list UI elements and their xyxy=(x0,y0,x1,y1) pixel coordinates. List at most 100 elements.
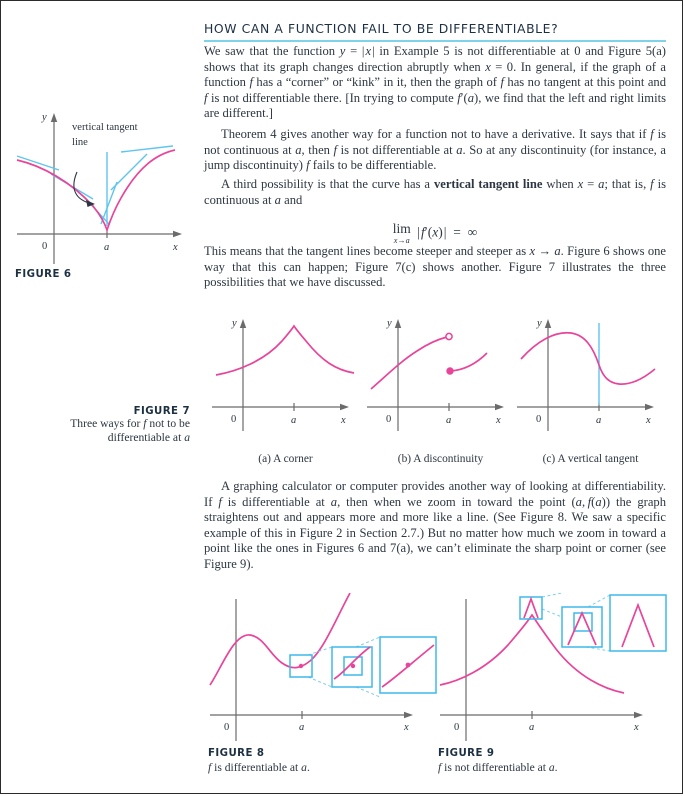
section-heading-rule xyxy=(204,40,666,42)
figure-7a-caption: (a) A corner xyxy=(258,453,313,465)
section-heading-title: HOW CAN A FUNCTION FAIL TO BE DIFFERENTI… xyxy=(204,21,559,36)
figure-9-graphic: x 0 a xyxy=(438,593,668,745)
figure-6-label-block: FIGURE 6 xyxy=(15,269,190,280)
figure-7-caption-line-2: differentiable at a xyxy=(107,430,190,444)
x-axis-arrowhead xyxy=(495,403,504,411)
equation-expression: | f′(x) | = ∞ xyxy=(417,224,478,240)
tick-label-a: a xyxy=(299,722,304,733)
zoom-box-2 xyxy=(561,606,603,648)
connector-1-bottom xyxy=(541,608,563,618)
x-axis-arrowhead xyxy=(173,230,182,238)
body-paragraph-3: A third possibility is that the curve ha… xyxy=(204,177,666,208)
zoom-point-3 xyxy=(405,662,411,668)
y-axis-arrowhead xyxy=(239,319,247,328)
limit-op-label: lim xyxy=(392,221,411,236)
curve-not-differentiable xyxy=(439,613,625,694)
x-axis-label: x xyxy=(340,415,346,426)
y-axis-arrowhead xyxy=(50,113,58,122)
figure-7b-caption: (b) A discontinuity xyxy=(397,453,484,465)
y-axis-arrowhead xyxy=(544,319,552,328)
annotation-line-1: vertical tangent xyxy=(72,122,138,133)
x-axis-label: x xyxy=(172,242,178,253)
zoom-box-2-inner xyxy=(343,656,363,676)
y-axis-label: y xyxy=(386,318,392,329)
open-circle-endpoint xyxy=(445,332,453,341)
x-axis-arrowhead xyxy=(634,711,643,719)
zoom-box-2 xyxy=(331,646,373,688)
figure-7-panel-b: y x 0 a (b) A discontinuity xyxy=(363,313,518,465)
y-axis-label: y xyxy=(41,112,47,123)
origin-label: 0 xyxy=(224,722,229,733)
tangent-line-right-1 xyxy=(100,181,118,225)
curve-corner xyxy=(215,324,355,376)
x-axis-label: x xyxy=(403,722,409,733)
zoom-peak-3 xyxy=(621,602,655,648)
paragraph-text: This means that the tangent lines become… xyxy=(204,244,667,290)
zoom-box-1 xyxy=(289,654,313,678)
origin-label: 0 xyxy=(454,722,459,733)
displayed-equation: lim x→a | f′(x) | = ∞ xyxy=(204,211,666,256)
annotation-arrow-curve xyxy=(73,171,90,204)
y-axis-arrowhead xyxy=(394,319,402,328)
figure-6-label: FIGURE 6 xyxy=(15,269,72,280)
zoom-box-3 xyxy=(379,636,437,694)
figure-8-caption-block: FIGURE 8 f is differentiable at a. xyxy=(208,748,310,775)
connector-1-top xyxy=(541,593,563,598)
paragraph-text: A graphing calculator or computer provid… xyxy=(204,479,666,571)
tangent-line-right-3 xyxy=(120,145,174,153)
origin-label: 0 xyxy=(231,414,236,425)
zoom-curve-2 xyxy=(333,646,371,680)
tick-label-a: a xyxy=(596,415,601,426)
x-axis-label: x xyxy=(633,722,639,733)
zoom-curve-3 xyxy=(381,644,435,688)
zoom-peak-1 xyxy=(523,596,539,619)
zoom-box-3 xyxy=(609,594,667,652)
y-axis-label: y xyxy=(536,318,542,329)
body-paragraph-2: Theorem 4 gives another way for a functi… xyxy=(204,127,666,174)
connector-1-bottom xyxy=(307,676,333,688)
x-axis-label: x xyxy=(495,415,501,426)
paragraph-text: We saw that the function y = | x | in Ex… xyxy=(204,44,666,121)
x-axis-arrowhead xyxy=(645,403,654,411)
figure-7b-svg: y x 0 a xyxy=(367,318,504,431)
limit-subscript: x→a xyxy=(393,235,410,245)
tick-label-a: a xyxy=(291,415,296,426)
x-axis-arrowhead xyxy=(404,711,413,719)
zoom-point-1 xyxy=(298,663,304,669)
annotation-arrowhead xyxy=(86,200,95,207)
origin-label: 0 xyxy=(42,241,47,252)
figure-7a-svg: y x 0 a xyxy=(212,318,355,431)
figure-8-label: FIGURE 8 xyxy=(208,748,265,759)
zoom-peak-2 xyxy=(567,610,597,646)
body-paragraph-1: We saw that the function y = | x | in Ex… xyxy=(204,44,666,122)
limit-operator: lim x→a xyxy=(393,222,411,245)
filled-dot-endpoint xyxy=(446,367,454,375)
zoom-point-2 xyxy=(350,663,356,669)
figure-9-label: FIGURE 9 xyxy=(438,748,495,759)
figure-7-caption-line-1: Three ways for f not to be xyxy=(70,417,190,430)
figure-8-caption: f is differentiable at a. xyxy=(208,761,310,774)
figure-9-caption: f is not differentiable at a. xyxy=(438,761,558,774)
curve-right-branch xyxy=(450,352,488,372)
body-paragraph-4: This means that the tangent lines become… xyxy=(204,244,666,291)
connector-2-top xyxy=(587,594,611,608)
figure-7-panel-a: y x 0 a (a) A corner xyxy=(208,313,363,465)
tick-label-a: a xyxy=(104,242,109,253)
figure-9-caption-block: FIGURE 9 f is not differentiable at a. xyxy=(438,748,558,775)
curve-left-branch xyxy=(370,336,448,390)
connector-2-top xyxy=(355,636,381,648)
connector-1-top xyxy=(307,646,333,656)
origin-label: 0 xyxy=(386,414,391,425)
figure-6-graphic: vertical tangent line y x 0 a xyxy=(15,104,195,269)
curve-vertical-tangent xyxy=(16,149,176,233)
paragraph-text: A third possibility is that the curve ha… xyxy=(204,177,666,207)
tick-label-a: a xyxy=(446,415,451,426)
curve-right-segment xyxy=(598,364,656,385)
tick-label-a: a xyxy=(529,722,534,733)
figure-8-graphic: x 0 a xyxy=(208,593,438,745)
figure-7-panel-c: y x 0 a (c) A vertical tangent xyxy=(513,313,668,465)
curve-differentiable xyxy=(209,593,351,686)
origin-label: 0 xyxy=(536,414,541,425)
connector-2-bottom xyxy=(585,646,611,652)
paragraph-text: Theorem 4 gives another way for a functi… xyxy=(204,127,666,173)
